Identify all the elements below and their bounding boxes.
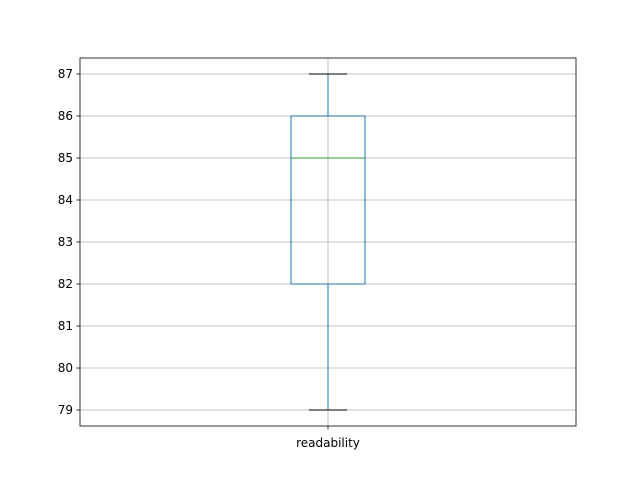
x-tick-label: readability (296, 436, 360, 450)
y-tick-label: 84 (58, 193, 73, 207)
y-tick-label: 83 (58, 235, 73, 249)
y-tick-label: 79 (58, 403, 73, 417)
y-tick-label: 87 (58, 67, 73, 81)
y-tick-label: 82 (58, 277, 73, 291)
y-tick-label: 81 (58, 319, 73, 333)
box (290, 115, 366, 285)
y-tick-label: 80 (58, 361, 73, 375)
y-tick-label: 85 (58, 151, 73, 165)
y-tick-label: 86 (58, 109, 73, 123)
